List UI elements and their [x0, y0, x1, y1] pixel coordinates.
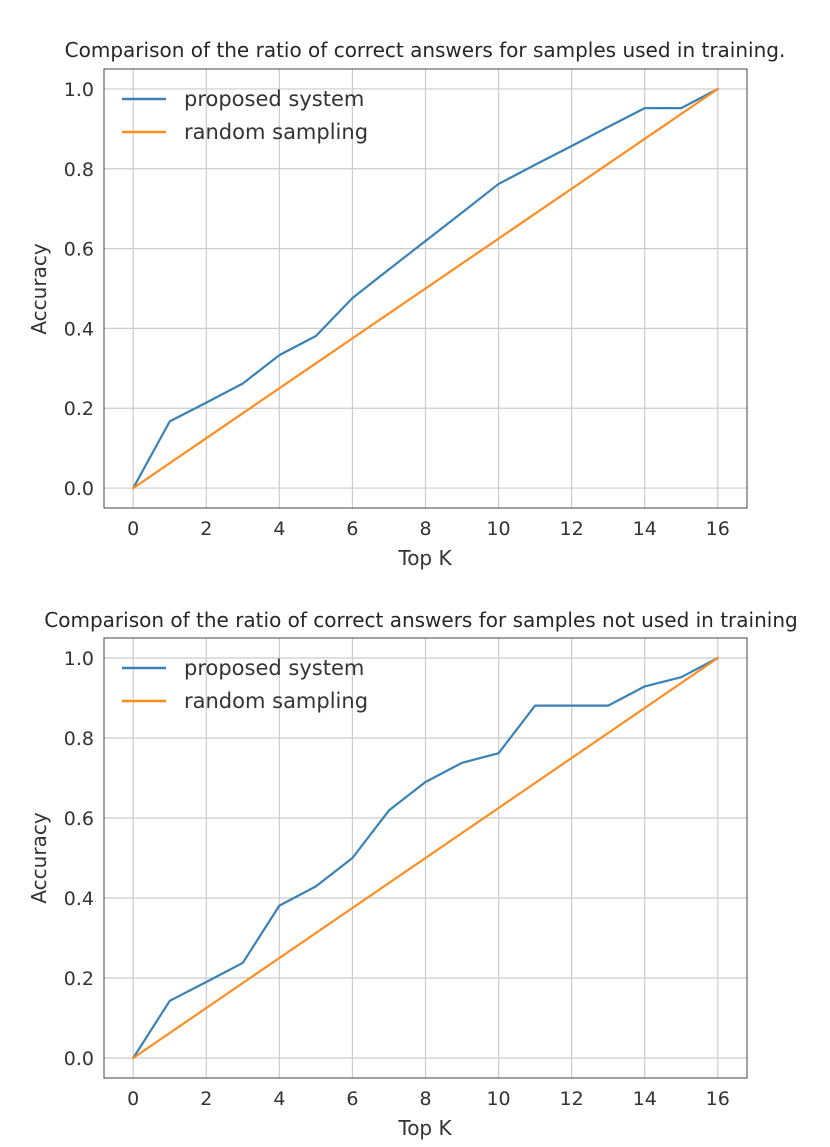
x-tick-label: 2	[200, 518, 212, 540]
y-tick-label: 0.6	[64, 808, 94, 830]
plot-frame	[103, 637, 748, 1079]
y-tick-label: 0.8	[64, 728, 94, 750]
y-tick-labels: 0.0 0.2 0.4 0.6 0.8 1.0	[64, 79, 94, 500]
series-line-random-sampling	[132, 87, 719, 490]
y-axis-label: Accuracy	[27, 243, 51, 334]
x-tick-label: 14	[633, 518, 657, 540]
x-tick-label: 14	[633, 1088, 657, 1110]
chart-not-training: Comparison of the ratio of correct answe…	[27, 608, 798, 1140]
series-layer	[132, 87, 719, 490]
x-tick-label: 0	[127, 518, 139, 540]
chart-training: Comparison of the ratio of correct answe…	[27, 38, 785, 570]
x-tick-label: 12	[560, 518, 584, 540]
y-tick-label: 0.0	[64, 478, 94, 500]
x-tick-label: 4	[273, 518, 285, 540]
chart-title: Comparison of the ratio of correct answe…	[44, 608, 797, 632]
x-tick-label: 10	[486, 1088, 510, 1110]
series-line-proposed-system	[132, 87, 719, 490]
legend-label-random-sampling: random sampling	[184, 120, 368, 144]
x-tick-label: 10	[486, 518, 510, 540]
x-tick-label: 6	[346, 1088, 358, 1110]
x-tick-label: 8	[419, 1088, 431, 1110]
y-tick-label: 0.2	[64, 398, 94, 420]
series-line-proposed-system	[132, 656, 719, 1060]
y-axis-label: Accuracy	[27, 812, 51, 903]
x-axis-label: Top K	[397, 546, 452, 570]
y-tick-label: 1.0	[64, 648, 94, 670]
series-layer	[132, 656, 719, 1060]
legend-label-proposed-system: proposed system	[184, 87, 364, 111]
y-tick-label: 0.4	[64, 888, 94, 910]
x-tick-label: 6	[346, 518, 358, 540]
series-line-random-sampling	[132, 656, 719, 1060]
legend-label-proposed-system: proposed system	[184, 656, 364, 680]
y-tick-label: 0.8	[64, 159, 94, 181]
x-tick-label: 2	[200, 1088, 212, 1110]
y-tick-label: 0.6	[64, 239, 94, 261]
y-tick-label: 0.4	[64, 318, 94, 340]
x-axis-label: Top K	[397, 1116, 452, 1140]
plot-frame	[103, 68, 748, 509]
y-tick-label: 0.2	[64, 968, 94, 990]
x-tick-label: 12	[560, 1088, 584, 1110]
legend-label-random-sampling: random sampling	[184, 689, 368, 713]
x-tick-label: 16	[706, 1088, 730, 1110]
x-tick-label: 16	[706, 518, 730, 540]
legend: proposed system random sampling	[122, 656, 368, 713]
x-tick-labels: 0 2 4 6 8 10 12 14 16	[127, 518, 730, 540]
y-tick-label: 1.0	[64, 79, 94, 101]
legend: proposed system random sampling	[122, 87, 368, 144]
x-tick-label: 4	[273, 1088, 285, 1110]
x-tick-labels: 0 2 4 6 8 10 12 14 16	[127, 1088, 730, 1110]
chart-title: Comparison of the ratio of correct answe…	[65, 38, 786, 62]
y-tick-label: 0.0	[64, 1048, 94, 1070]
grid	[104, 638, 747, 1078]
x-tick-label: 0	[127, 1088, 139, 1110]
x-tick-label: 8	[419, 518, 431, 540]
y-tick-labels: 0.0 0.2 0.4 0.6 0.8 1.0	[64, 648, 94, 1070]
